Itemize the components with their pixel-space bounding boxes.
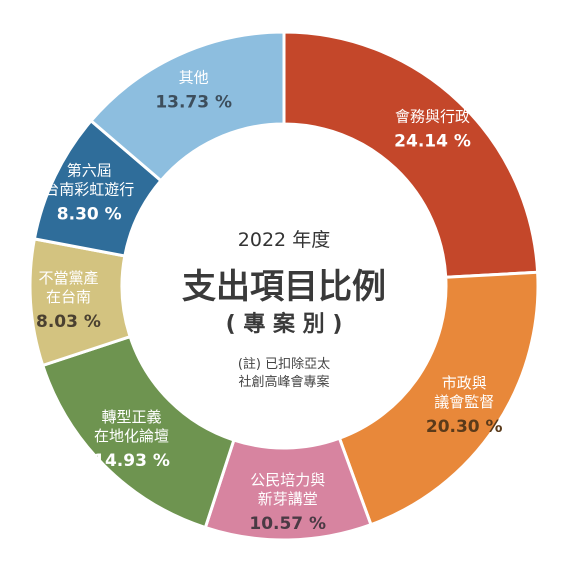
slice-label-6-line-0: 其他 <box>179 68 209 86</box>
slice-value-0: 24.14 % <box>394 132 471 152</box>
slice-value-4: 8.03 % <box>36 312 101 332</box>
slice-label-0-line-0: 會務與行政 <box>395 108 470 126</box>
slice-label-2-line-1: 新芽講堂 <box>258 490 318 508</box>
center-title: 2022 年度 支出項目比例 ( 專 案 別 ) (註) 已扣除亞太 社創高峰會… <box>182 229 386 390</box>
slice-value-5: 8.30 % <box>57 205 122 225</box>
slice-label-3-line-1: 在地化論壇 <box>94 427 169 445</box>
slice-label-1-line-0: 市政與 <box>442 374 487 392</box>
donut-slice-6 <box>88 30 286 183</box>
slice-label-2-line-0: 公民培力與 <box>250 471 325 489</box>
slice-label-group-0: 會務與行政 24.14 % <box>394 108 471 152</box>
slice-label-1-line-1: 議會監督 <box>434 393 494 411</box>
chart-title: 支出項目比例 <box>182 267 386 307</box>
slice-label-5-line-1: 台南彩虹遊行 <box>44 181 134 199</box>
chart-note-line-2: 社創高峰會專案 <box>238 374 329 390</box>
donut-slices <box>28 30 540 542</box>
slice-label-4-line-0: 不當黨產 <box>38 269 98 287</box>
slice-label-4-line-1: 在台南 <box>46 288 91 306</box>
slice-label-group-6: 其他 13.73 % <box>155 68 232 112</box>
slice-value-1: 20.30 % <box>426 417 503 437</box>
slice-value-6: 13.73 % <box>155 92 232 112</box>
donut-slice-0 <box>282 30 540 279</box>
donut-slice-1 <box>337 270 540 527</box>
chart-subtitle: ( 專 案 別 ) <box>226 311 343 337</box>
chart-year: 2022 年度 <box>238 229 330 251</box>
chart-note-line-1: (註) 已扣除亞太 <box>238 357 330 372</box>
slice-label-5-line-0: 第六屆 <box>67 162 112 180</box>
slice-value-2: 10.57 % <box>249 514 326 534</box>
slice-value-3: 14.93 % <box>93 451 170 471</box>
slice-label-3-line-0: 轉型正義 <box>101 408 161 426</box>
